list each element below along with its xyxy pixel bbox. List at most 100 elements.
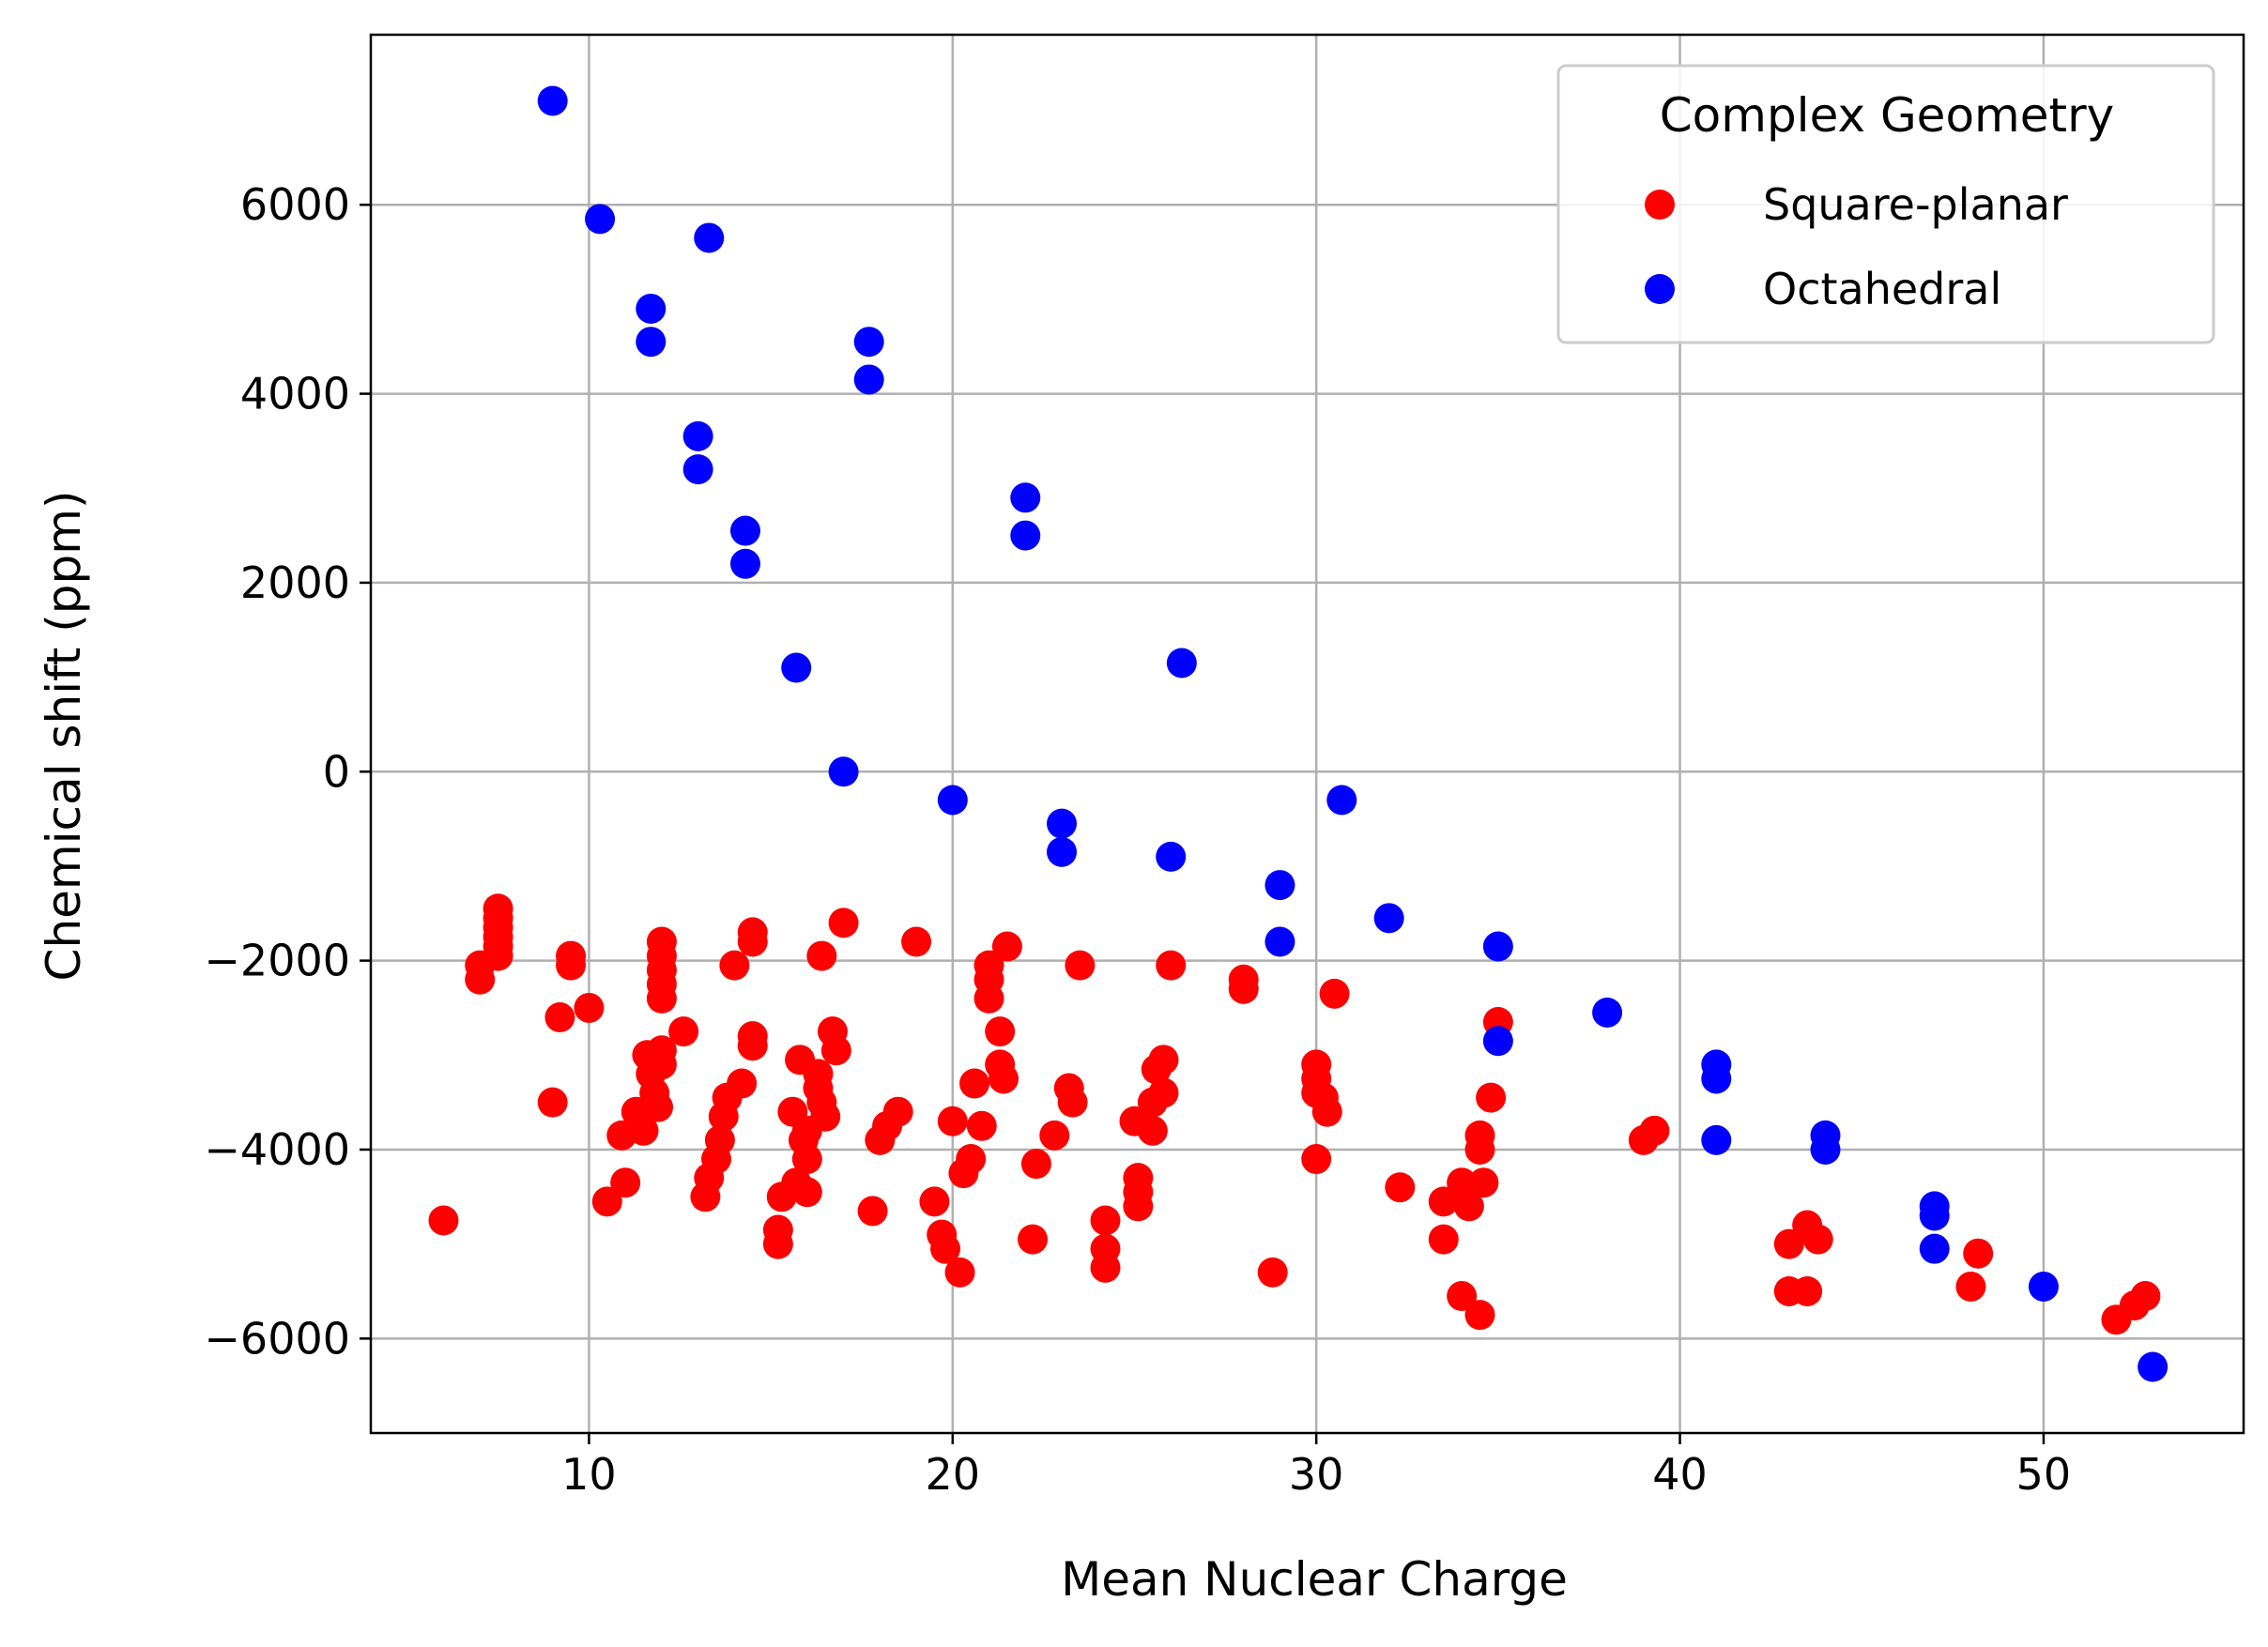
legend-box xyxy=(1556,64,2215,344)
data-point-square-planar xyxy=(991,931,1022,962)
data-point-square-planar xyxy=(901,926,932,957)
data-point-square-planar xyxy=(1963,1238,1994,1269)
legend-marker-octahedral xyxy=(1645,274,1675,304)
data-point-square-planar xyxy=(1428,1186,1459,1217)
data-point-square-planar xyxy=(727,1068,758,1099)
axis-ticks: 10 20 30 40 50 −6000 −4000 −2000 0 2000 4000 6000 xyxy=(204,179,2071,1500)
data-point-square-planar xyxy=(882,1096,913,1127)
data-point-square-planar xyxy=(1476,1082,1507,1113)
data-point-square-planar xyxy=(1123,1191,1154,1222)
data-point-octahedral xyxy=(1156,841,1187,872)
data-point-octahedral xyxy=(1482,931,1513,962)
data-point-square-planar xyxy=(937,1106,968,1136)
data-point-octahedral xyxy=(537,85,568,116)
y-tick-label: 2000 xyxy=(240,557,350,608)
x-tick-label: 20 xyxy=(926,1449,981,1500)
y-tick-label: 0 xyxy=(323,746,350,797)
data-point-square-planar xyxy=(966,1110,997,1141)
data-point-square-planar xyxy=(1311,1096,1342,1127)
data-point-octahedral xyxy=(1810,1134,1841,1165)
data-point-octahedral xyxy=(1047,808,1078,839)
data-point-square-planar xyxy=(646,1049,677,1080)
data-point-square-planar xyxy=(810,1101,841,1132)
data-point-octahedral xyxy=(781,652,812,683)
data-point-square-planar xyxy=(1137,1115,1168,1146)
data-point-octahedral xyxy=(1264,926,1295,957)
data-point-square-planar xyxy=(643,1091,674,1122)
x-tick-label: 10 xyxy=(561,1449,617,1500)
y-axis-label: Chemical shift (ppm) xyxy=(37,491,91,982)
data-point-octahedral xyxy=(694,222,725,253)
data-point-square-planar xyxy=(610,1167,641,1198)
legend: Complex Geometry Square-planar Octahedra… xyxy=(1556,64,2215,344)
data-point-octahedral xyxy=(1592,997,1623,1028)
data-point-square-planar xyxy=(668,1016,699,1047)
data-point-square-planar xyxy=(820,1035,851,1066)
data-point-square-planar xyxy=(1039,1120,1070,1151)
data-point-square-planar xyxy=(1802,1224,1833,1255)
data-point-octahedral xyxy=(682,454,713,485)
data-point-square-planar xyxy=(1428,1224,1459,1255)
data-point-square-planar xyxy=(1090,1205,1121,1236)
data-point-octahedral xyxy=(1264,870,1295,901)
data-point-square-planar xyxy=(1955,1271,1986,1302)
data-point-octahedral xyxy=(853,327,884,358)
y-tick-label: −2000 xyxy=(204,936,350,986)
data-point-square-planar xyxy=(973,983,1004,1014)
data-point-square-planar xyxy=(556,950,587,981)
data-point-square-planar xyxy=(919,1186,950,1217)
data-point-octahedral xyxy=(585,204,616,235)
data-point-square-planar xyxy=(1453,1191,1484,1222)
data-point-square-planar xyxy=(646,983,677,1014)
data-point-square-planar xyxy=(1148,1045,1179,1075)
data-point-square-planar xyxy=(719,950,750,981)
x-tick-label: 50 xyxy=(2016,1449,2072,1500)
data-point-octahedral xyxy=(1919,1233,1950,1264)
data-point-square-planar xyxy=(2130,1281,2161,1312)
data-point-square-planar xyxy=(591,1186,622,1217)
data-point-square-planar xyxy=(791,1144,822,1175)
data-point-octahedral xyxy=(730,548,760,579)
data-point-square-planar xyxy=(1792,1275,1823,1306)
data-point-square-planar xyxy=(1057,1087,1088,1118)
data-point-square-planar xyxy=(857,1196,888,1227)
data-point-square-planar xyxy=(737,926,768,957)
data-point-octahedral xyxy=(828,756,859,787)
data-point-octahedral xyxy=(1919,1200,1950,1231)
data-point-octahedral xyxy=(1010,482,1041,513)
data-point-square-planar xyxy=(1301,1144,1332,1175)
data-point-square-planar xyxy=(806,940,837,971)
data-point-square-planar xyxy=(483,940,513,971)
data-point-square-planar xyxy=(985,1016,1016,1047)
data-point-square-planar xyxy=(1257,1257,1288,1288)
data-points xyxy=(428,85,2168,1382)
data-point-square-planar xyxy=(628,1115,659,1146)
data-point-square-planar xyxy=(1018,1224,1049,1255)
data-point-square-planar xyxy=(1773,1228,1804,1259)
data-point-square-planar xyxy=(1020,1149,1051,1180)
data-point-octahedral xyxy=(1010,520,1041,551)
data-point-octahedral xyxy=(853,364,884,395)
legend-label-square-planar: Square-planar xyxy=(1763,179,2068,230)
data-point-octahedral xyxy=(937,785,968,816)
x-tick-label: 40 xyxy=(1652,1449,1708,1500)
data-point-octahedral xyxy=(1166,648,1197,679)
data-point-square-planar xyxy=(544,1002,575,1033)
data-point-octahedral xyxy=(730,515,760,546)
y-tick-label: −4000 xyxy=(204,1124,350,1175)
data-point-octahedral xyxy=(1701,1063,1732,1094)
legend-label-octahedral: Octahedral xyxy=(1763,264,2001,314)
data-point-square-planar xyxy=(1090,1252,1121,1283)
data-point-square-planar xyxy=(930,1233,961,1264)
data-point-square-planar xyxy=(1639,1115,1670,1146)
data-point-square-planar xyxy=(1464,1134,1495,1165)
data-point-octahedral xyxy=(1482,1026,1513,1057)
y-tick-label: −6000 xyxy=(204,1313,350,1364)
data-point-square-planar xyxy=(1319,978,1350,1009)
data-point-square-planar xyxy=(1065,950,1096,981)
data-point-square-planar xyxy=(704,1124,735,1155)
data-point-square-planar xyxy=(1447,1281,1478,1312)
data-point-square-planar xyxy=(828,907,859,938)
data-point-square-planar xyxy=(988,1063,1019,1094)
